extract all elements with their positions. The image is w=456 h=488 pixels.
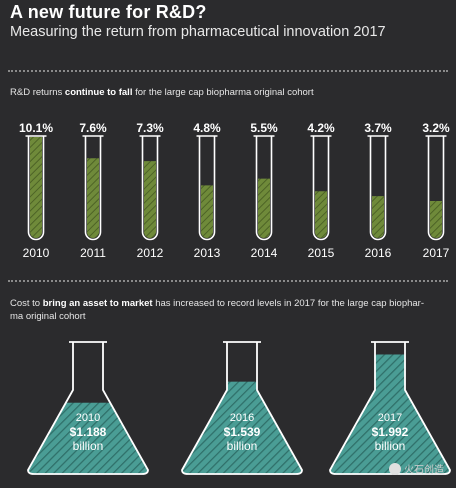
data-label-2013: 4.8%: [193, 121, 221, 135]
tube-fill-2014: [258, 178, 270, 238]
tick-label-2012: 2012: [137, 246, 164, 260]
test-tube-chart: 10.1% 2010 7.6% 2011 7.3% 2012 4.8% 2013 5.5% 201…: [19, 121, 450, 260]
tube-outline-2017: [427, 136, 445, 241]
chart-subtitle: Measuring the return from pharmaceutical…: [10, 24, 386, 40]
tick-label-2017: 2017: [423, 246, 450, 260]
section1-text-a: R&D returns: [10, 87, 65, 98]
tube-fill-2015: [315, 191, 327, 238]
flask-unit-2017: billion: [374, 439, 406, 453]
data-label-2015: 4.2%: [307, 121, 335, 135]
data-label-2010: 10.1%: [19, 121, 53, 135]
tick-label-2010: 2010: [23, 246, 50, 260]
flask-outline-2010: [27, 342, 149, 475]
tube-outline-2011: [84, 136, 102, 241]
tube-outline-2012: [141, 136, 159, 241]
section2-text-d: ma original cohort: [10, 311, 86, 322]
chart-title: A new future for R&D?: [10, 2, 207, 22]
section1-text-c: for the large cap biopharma original coh…: [132, 87, 314, 98]
wechat-icon: [389, 462, 401, 475]
data-label-2016: 3.7%: [364, 121, 392, 135]
data-label-2012: 7.3%: [136, 121, 164, 135]
flask-label-2017: 2017 $1.992 billion: [350, 412, 430, 453]
tube-outline-2014: [255, 136, 273, 241]
tube-outline-2016: [369, 136, 387, 241]
flask-unit-2016: billion: [226, 439, 258, 453]
flask-year-2016: 2016: [229, 412, 255, 424]
flask-year-2017: 2017: [377, 412, 403, 424]
tube-outline-2010: [27, 136, 45, 241]
tick-label-2016: 2016: [365, 246, 392, 260]
watermark: 火石创造: [389, 461, 444, 476]
data-label-2014: 5.5%: [250, 121, 278, 135]
tube-fill-2013: [201, 185, 213, 238]
flask-label-2010: 2010 $1.188 billion: [48, 412, 128, 453]
divider-middle: [8, 280, 448, 282]
tick-label-2013: 2013: [194, 246, 221, 260]
watermark-text: 火石创造: [404, 465, 444, 476]
flask-amount-2010: $1.188: [69, 425, 107, 439]
section1-text-bold: continue to fall: [64, 87, 133, 98]
flask-amount-2016: $1.539: [223, 425, 261, 439]
flask-unit-2010: billion: [72, 439, 104, 453]
flask-outline-2016: [181, 342, 303, 475]
divider-top: [8, 70, 448, 72]
flask-amount-2017: $1.992: [371, 425, 409, 439]
tube-outline-2015: [312, 136, 330, 241]
tube-fill-2017: [430, 200, 442, 238]
flask-year-2010: 2010: [75, 412, 101, 424]
section2-text: Cost to bring an asset to market has inc…: [10, 297, 424, 323]
flask-label-2016: 2016 $1.539 billion: [202, 412, 282, 453]
tick-label-2014: 2014: [251, 246, 278, 260]
tube-outline-2013: [198, 136, 216, 241]
tube-fill-2010: [30, 137, 42, 238]
section2-text-c: has increased to record levels in 2017 f…: [152, 298, 424, 309]
tube-fill-2011: [87, 158, 99, 238]
data-label-2017: 3.2%: [422, 121, 450, 135]
tube-fill-2012: [144, 161, 156, 238]
data-label-2011: 7.6%: [79, 121, 107, 135]
tick-label-2011: 2011: [80, 246, 106, 260]
tick-label-2015: 2015: [308, 246, 335, 260]
section2-text-bold: bring an asset to market: [42, 298, 153, 309]
tube-fill-2016: [372, 196, 384, 238]
section2-text-a: Cost to: [10, 298, 43, 309]
section1-text: R&D returns continue to fall for the lar…: [10, 86, 314, 99]
flask-outline-2017: [329, 342, 451, 475]
